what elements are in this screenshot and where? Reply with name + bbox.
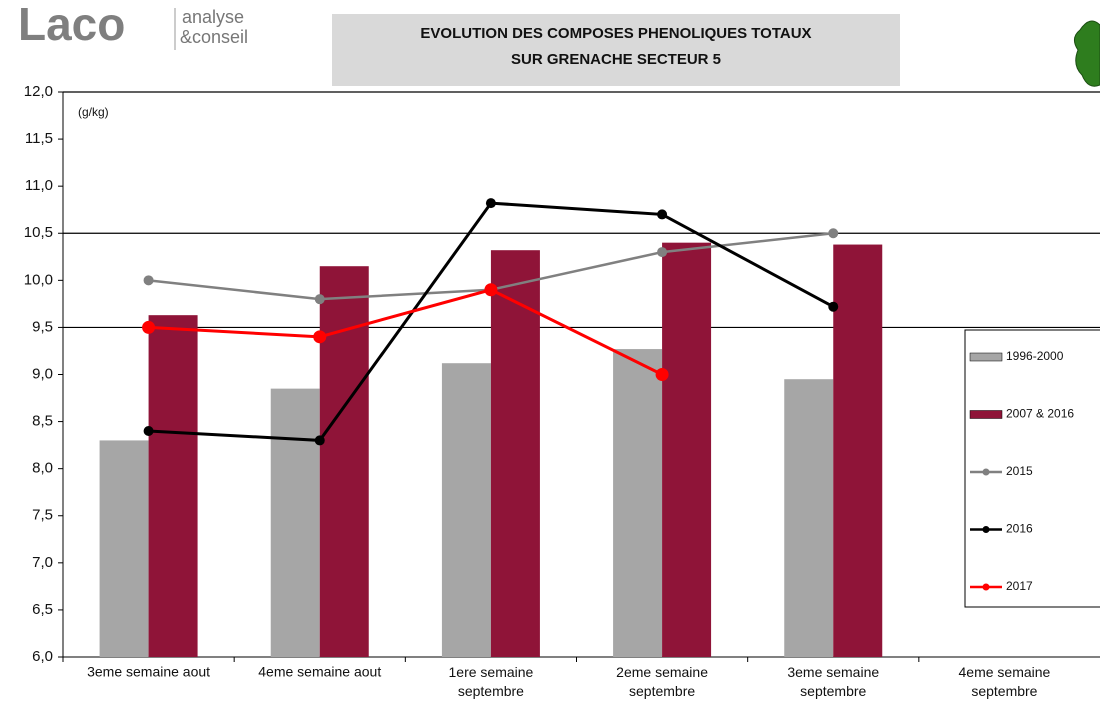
- x-tick-label: 1ere semaine septembre: [449, 664, 534, 699]
- y-tick-label: 7,5: [32, 507, 53, 524]
- legend-swatch: [970, 353, 1002, 361]
- bar: [271, 389, 320, 657]
- bar: [442, 363, 491, 657]
- x-tick-label: 3eme semaine septembre: [787, 664, 879, 699]
- y-tick-label: 10,5: [24, 224, 53, 241]
- page: {"logo": {"brand": "Laco", "line1": "ana…: [0, 0, 1100, 711]
- x-tick-label-line: 2eme semaine: [616, 664, 708, 680]
- x-tick-label-line: septembre: [458, 683, 524, 699]
- x-tick-label-line: septembre: [629, 683, 695, 699]
- point: [315, 294, 325, 304]
- legend-label: 1996-2000: [1006, 349, 1064, 363]
- point: [486, 198, 496, 208]
- point: [142, 321, 155, 334]
- point: [828, 228, 838, 238]
- point: [484, 283, 497, 296]
- y-axis-label: (g/kg): [78, 105, 109, 119]
- point: [315, 435, 325, 445]
- chart: EVOLUTION DES COMPOSES PHENOLIQUES TOTAU…: [0, 0, 1100, 711]
- bar: [833, 245, 882, 657]
- y-tick-label: 8,5: [32, 413, 53, 430]
- bar: [662, 243, 711, 657]
- y-tick-label: 11,0: [25, 177, 53, 194]
- x-tick-label: 2eme semaine septembre: [616, 664, 708, 699]
- y-tick-label: 8,0: [32, 460, 53, 477]
- point: [657, 247, 667, 257]
- logo-text: &conseil: [180, 27, 248, 47]
- point: [656, 368, 669, 381]
- x-tick-label: 3eme semaine aout: [87, 664, 210, 680]
- x-tick-label-line: 3eme semaine: [787, 664, 879, 680]
- y-tick-label: 12,0: [24, 83, 53, 100]
- y-tick-label: 7,0: [32, 554, 53, 571]
- point: [313, 330, 326, 343]
- legend-label: 2015: [1006, 464, 1033, 478]
- x-tick-label-line: 4eme semaine: [959, 664, 1051, 680]
- legend-label: 2017: [1006, 579, 1033, 593]
- vine-leaf-icon: [1074, 21, 1100, 86]
- y-tick-label: 6,0: [32, 648, 53, 665]
- y-tick-label: 9,5: [32, 318, 53, 335]
- logo-text: analyse: [182, 7, 244, 27]
- chart-title: EVOLUTION DES COMPOSES PHENOLIQUES TOTAU…: [420, 25, 811, 42]
- legend-label: 2007 & 2016: [1006, 407, 1074, 421]
- x-tick-label: 4eme semaine aout: [258, 664, 381, 680]
- x-tick-label-line: 1ere semaine: [449, 664, 534, 680]
- y-tick-label: 9,0: [32, 365, 53, 382]
- x-tick-label: 4eme semaine septembre: [959, 664, 1051, 699]
- point: [144, 275, 154, 285]
- bar: [149, 315, 198, 657]
- bar: [100, 440, 149, 657]
- legend-point: [983, 526, 990, 533]
- bar: [613, 349, 662, 657]
- y-tick-label: 11,5: [25, 130, 53, 147]
- legend-point: [983, 584, 990, 591]
- legend-swatch: [970, 411, 1002, 419]
- chart-title: SUR GRENACHE SECTEUR 5: [511, 51, 721, 68]
- y-tick-label: 10,0: [24, 271, 53, 288]
- legend-label: 2016: [1006, 522, 1033, 536]
- x-tick-label-line: septembre: [971, 683, 1037, 699]
- x-tick-label-line: septembre: [800, 683, 866, 699]
- bar: [784, 379, 833, 657]
- point: [828, 302, 838, 312]
- legend-point: [983, 469, 990, 476]
- logo-brand: Laco: [18, 0, 125, 50]
- line: [149, 290, 663, 375]
- point: [657, 209, 667, 219]
- point: [144, 426, 154, 436]
- y-tick-label: 6,5: [32, 601, 53, 618]
